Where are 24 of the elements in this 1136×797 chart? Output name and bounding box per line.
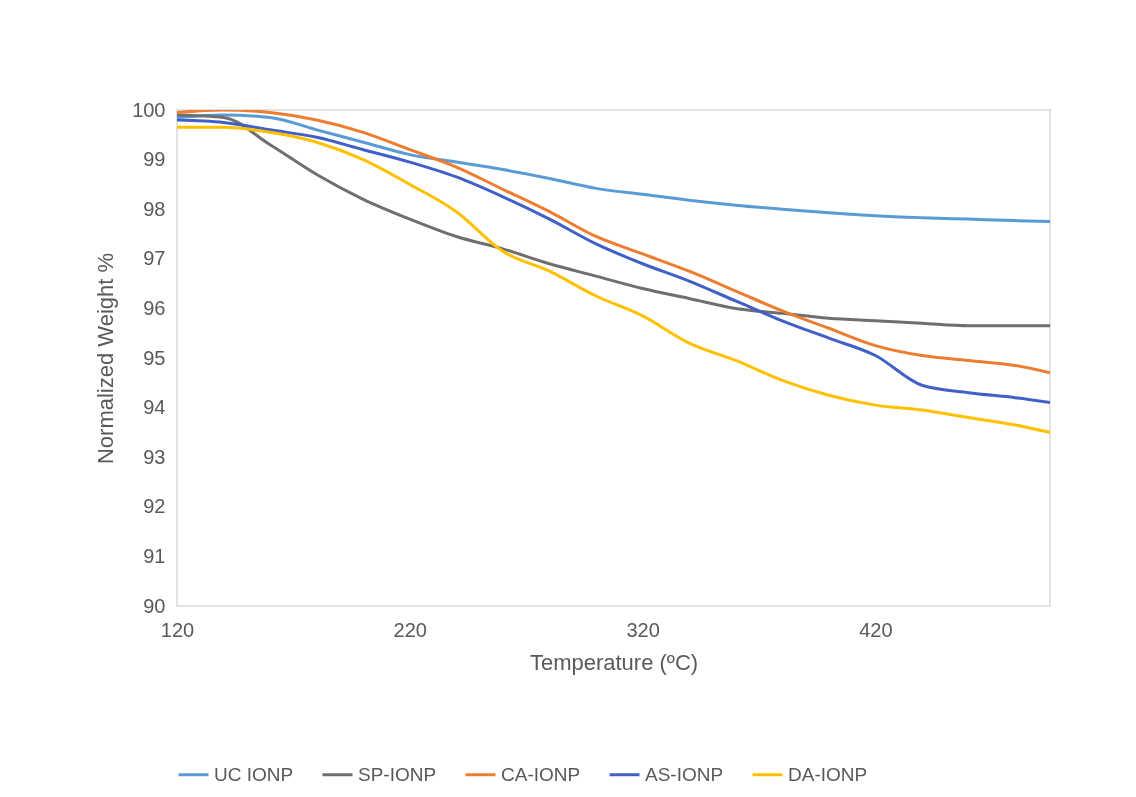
y-tick-label: 94 [143, 396, 166, 419]
x-tick-label: 220 [393, 618, 427, 641]
legend-label: CA-IONP [501, 763, 581, 785]
x-axis-title: Temperature (ºC) [529, 649, 699, 675]
y-tick-label: 98 [143, 197, 166, 220]
y-tick-label: 93 [143, 445, 166, 468]
y-tick-label: 100 [132, 98, 166, 121]
x-tick-label: 420 [859, 618, 893, 641]
legend-label: AS-IONP [645, 763, 724, 785]
y-tick-label: 97 [143, 247, 166, 270]
y-tick-label: 96 [143, 296, 166, 319]
x-tick-label: 320 [626, 618, 660, 641]
legend-label: UC IONP [214, 763, 294, 785]
y-tick-label: 95 [143, 346, 166, 369]
y-axis-title: Normalized Weight % [93, 252, 119, 465]
legend-label: DA-IONP [788, 763, 868, 785]
line-series [177, 113, 1050, 224]
y-tick-label: 90 [143, 594, 166, 617]
legend-label: SP-IONP [358, 763, 437, 785]
x-tick-label: 120 [160, 618, 195, 641]
line-series [177, 113, 1050, 328]
y-tick-label: 92 [143, 495, 166, 518]
y-tick-label: 91 [143, 544, 166, 567]
y-tick-label: 99 [143, 148, 166, 171]
